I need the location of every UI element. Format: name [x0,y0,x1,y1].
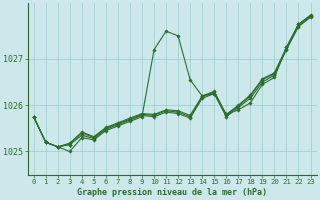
X-axis label: Graphe pression niveau de la mer (hPa): Graphe pression niveau de la mer (hPa) [77,188,267,197]
